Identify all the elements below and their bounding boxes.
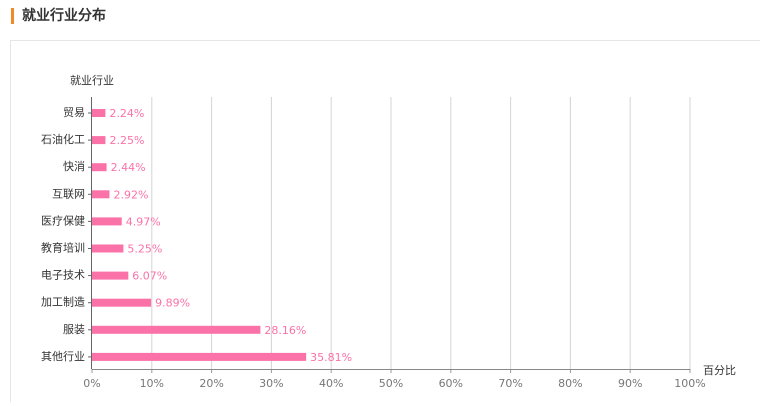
x-tick-label: 0% [83, 377, 100, 390]
bar [92, 299, 151, 307]
x-tick-label: 10% [140, 377, 164, 390]
y-tick-label: 石油化工 [41, 132, 85, 146]
bar [92, 109, 105, 117]
value-label: 6.07% [132, 270, 167, 283]
panel [11, 41, 760, 403]
y-tick-label: 教育培训 [41, 241, 85, 255]
section-title: 就业行业分布 [22, 7, 106, 24]
y-tick-label: 其他行业 [41, 350, 85, 363]
bar [92, 245, 123, 253]
y-tick-label: 服装 [63, 323, 85, 336]
y-axis-label: 就业行业 [70, 73, 114, 87]
value-label: 4.97% [126, 215, 161, 228]
bar [92, 217, 122, 225]
bar [92, 353, 306, 361]
value-label: 2.44% [111, 161, 146, 174]
value-label: 9.89% [155, 297, 190, 310]
value-label: 28.16% [264, 324, 306, 337]
x-axis-label: 百分比 [703, 364, 736, 377]
y-tick-label: 快消 [63, 159, 85, 173]
x-tick-label: 80% [558, 377, 582, 390]
x-tick-label: 50% [379, 377, 403, 390]
title-accent [11, 8, 14, 24]
x-tick-label: 60% [439, 377, 463, 390]
bar [92, 163, 107, 171]
x-tick-label: 40% [319, 377, 343, 390]
y-tick-label: 互联网 [52, 187, 85, 200]
y-tick-label: 电子技术 [41, 269, 85, 282]
value-label: 35.81% [310, 351, 352, 364]
x-tick-label: 30% [259, 377, 283, 390]
x-tick-label: 90% [618, 377, 642, 390]
value-label: 2.92% [113, 188, 148, 201]
y-tick-label: 医疗保健 [41, 213, 85, 227]
bar [92, 326, 260, 334]
value-label: 2.24% [109, 107, 144, 120]
bar [92, 272, 128, 280]
value-label: 2.25% [109, 134, 144, 147]
y-tick-label: 贸易 [63, 106, 85, 119]
x-tick-label: 100% [674, 377, 705, 390]
bar [92, 190, 109, 198]
y-tick-label: 加工制造 [41, 295, 85, 309]
x-tick-label: 70% [498, 377, 522, 390]
bar [92, 136, 105, 144]
x-tick-label: 20% [199, 377, 223, 390]
value-label: 5.25% [127, 243, 162, 256]
